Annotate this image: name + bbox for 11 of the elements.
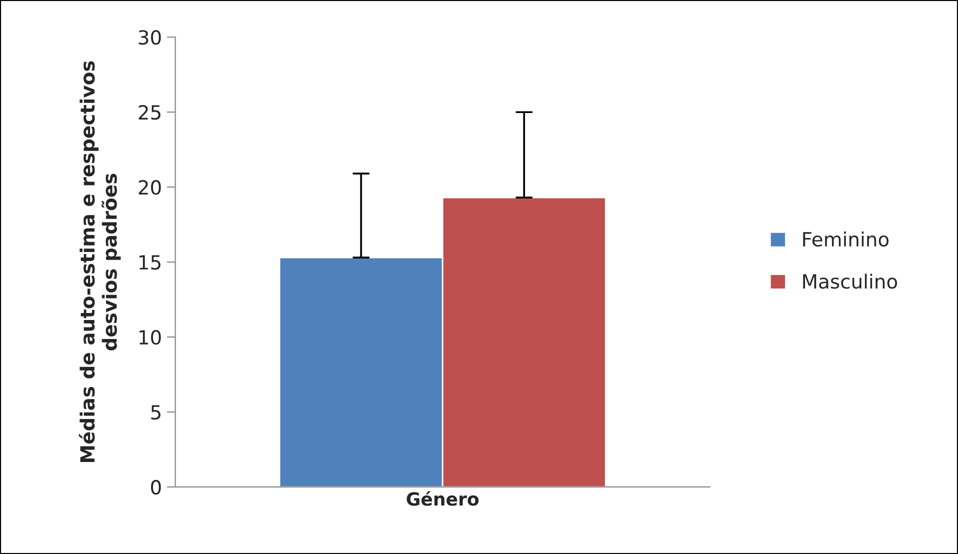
- y-tick-label: 5: [151, 405, 160, 420]
- y-tick-label: 10: [140, 330, 161, 345]
- y-axis-title: Médias de auto-estima e respectivos desvios padrões: [78, 61, 121, 462]
- y-tick-label: 20: [138, 180, 161, 195]
- legend-label: Feminino: [803, 232, 889, 247]
- y-tick-label: 25: [138, 105, 160, 120]
- y-tick-label: 30: [138, 30, 161, 45]
- y-tick-label: 15: [140, 255, 160, 270]
- legend-label: Masculino: [803, 274, 898, 289]
- y-tick-label: 0: [151, 480, 161, 495]
- x-tick-label: Género: [406, 491, 479, 506]
